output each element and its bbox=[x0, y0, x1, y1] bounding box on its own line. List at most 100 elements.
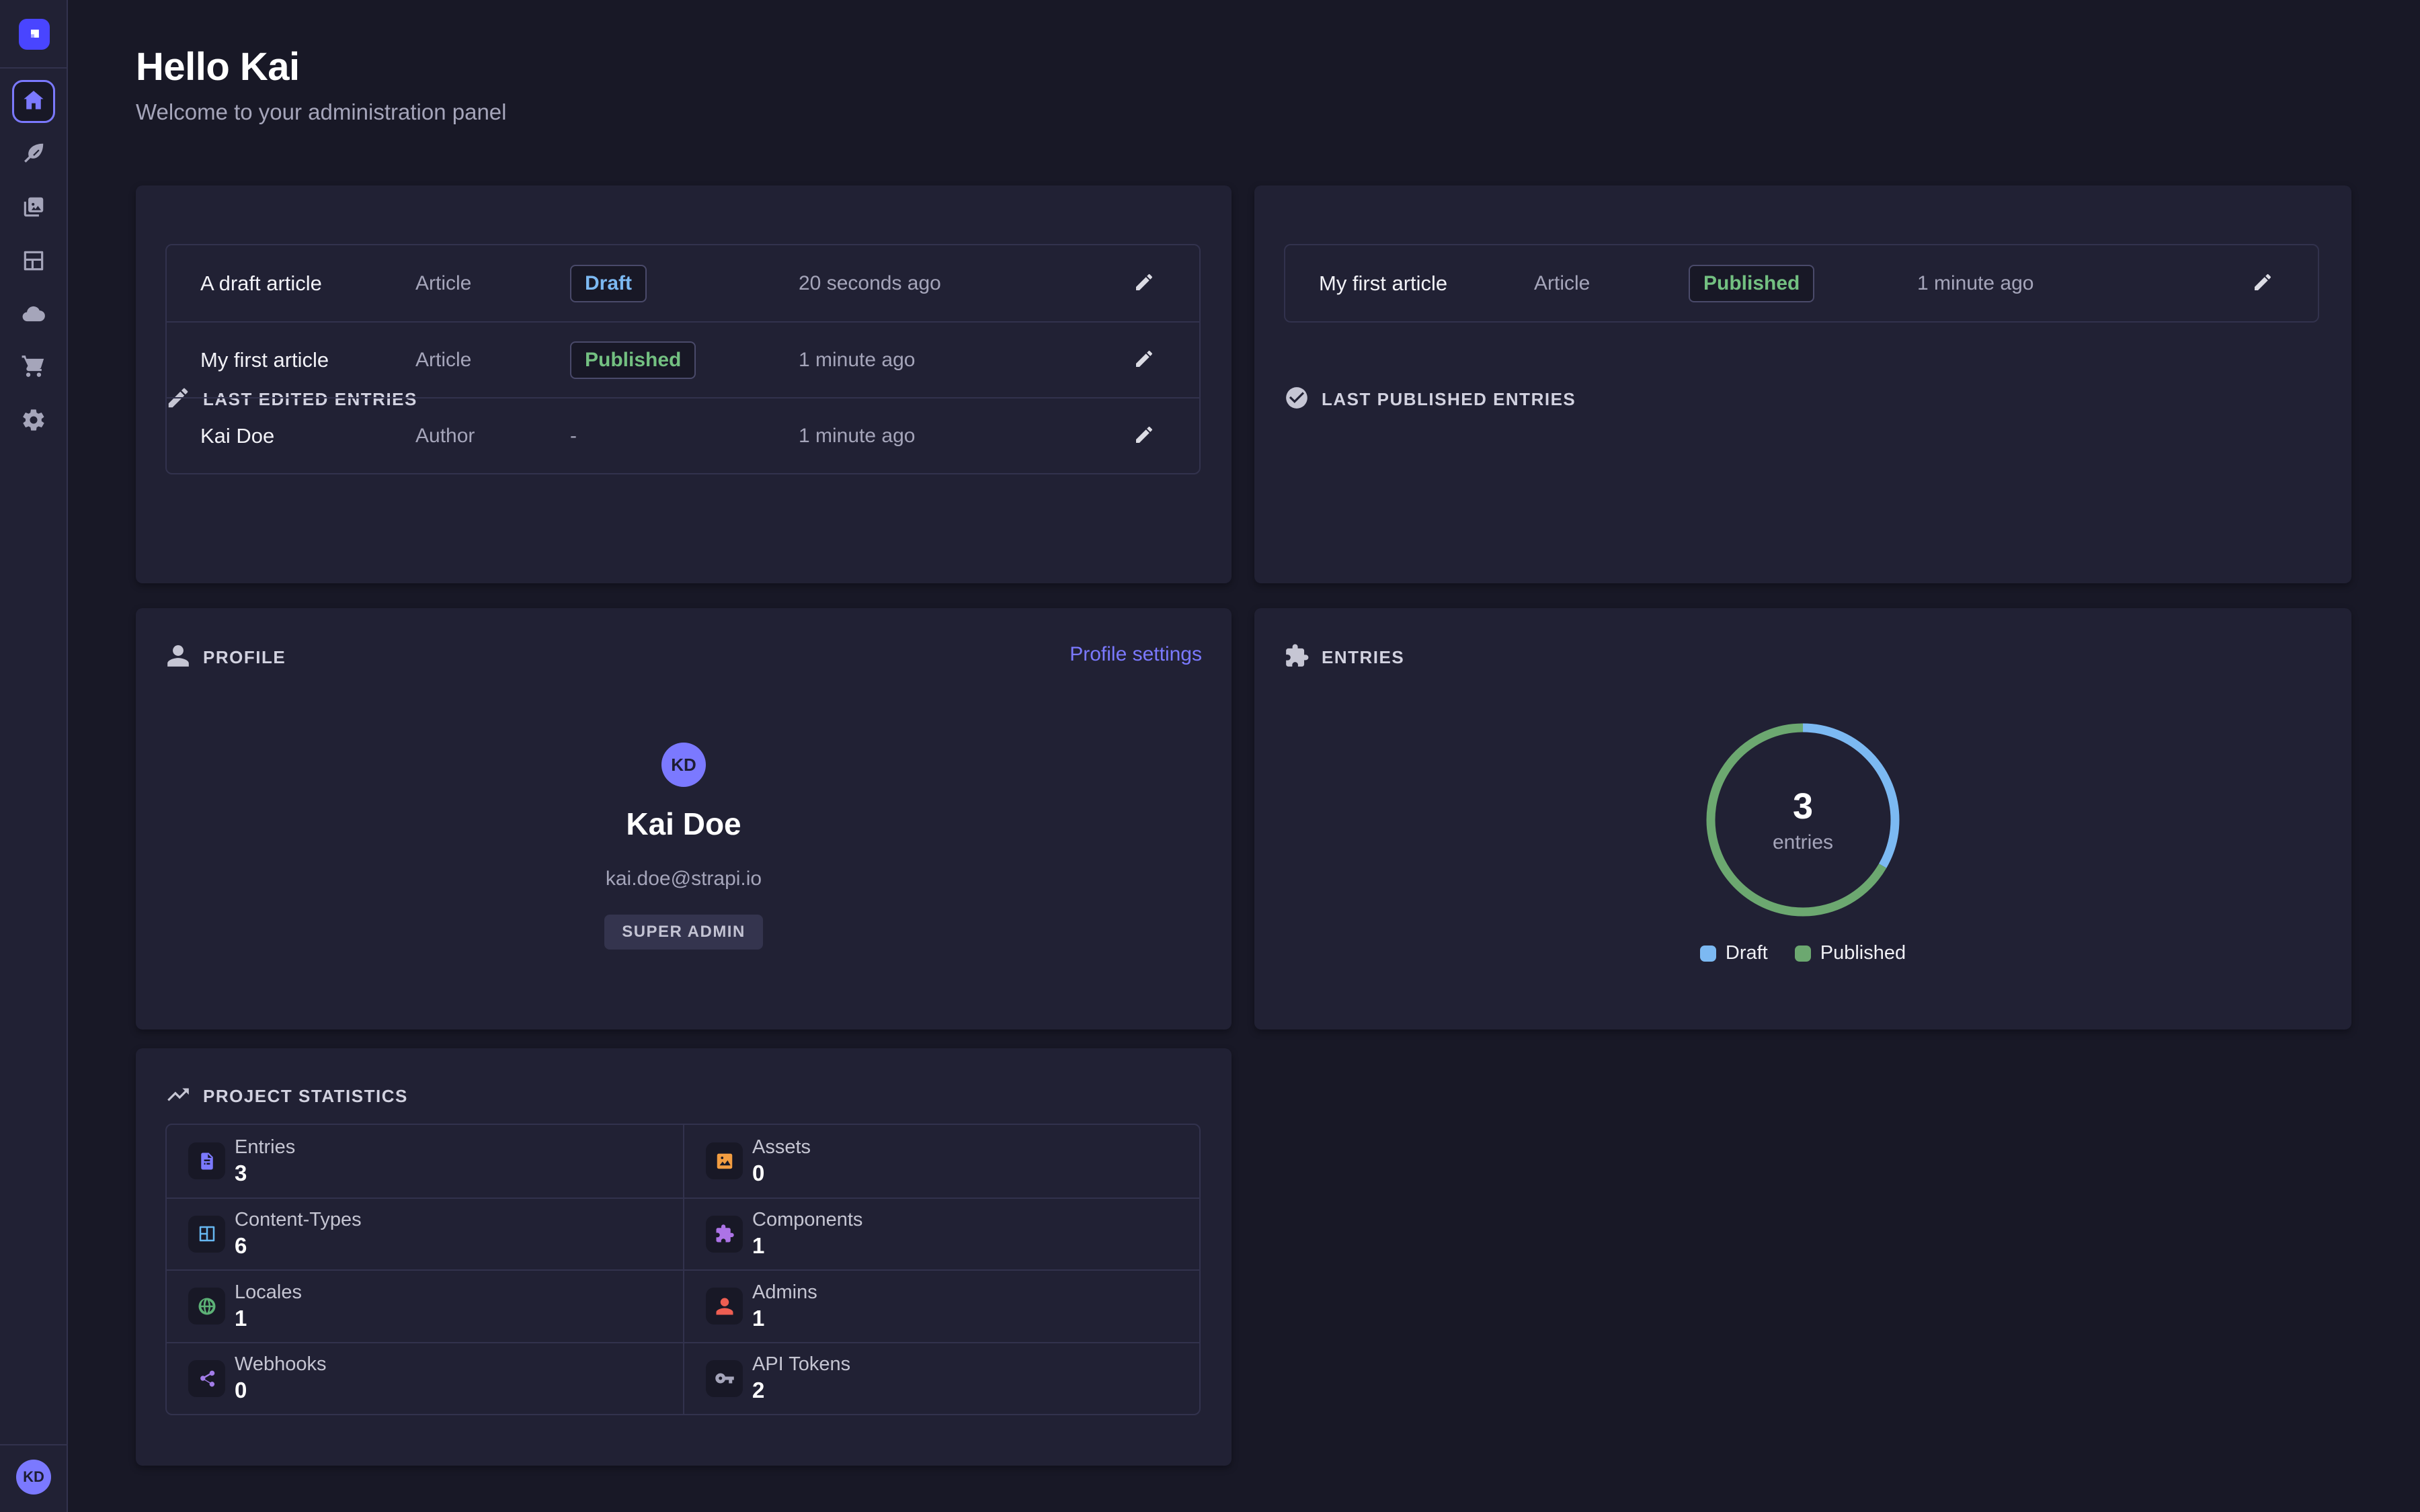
stat-label: Content-Types bbox=[235, 1209, 362, 1231]
table-row: My first article Article Published 1 min… bbox=[1285, 245, 2318, 321]
donut-center: 3 entries bbox=[1702, 719, 1904, 921]
stat-value: 3 bbox=[235, 1160, 247, 1185]
card-title: ENTRIES bbox=[1322, 647, 1405, 667]
sidebar-divider-bottom bbox=[0, 1444, 68, 1445]
sidebar-item-content-manager[interactable] bbox=[12, 133, 55, 176]
edit-entry-button[interactable] bbox=[1129, 345, 1159, 375]
stat-label: Components bbox=[752, 1209, 863, 1231]
entries-chart-card: ENTRIES 3 entries Draft Published bbox=[1254, 608, 2351, 1030]
statistics-grid: Entries 3 Assets 0 Content-Types 6 Componen… bbox=[165, 1124, 1201, 1415]
card-title: LAST PUBLISHED ENTRIES bbox=[1322, 389, 1576, 409]
stat-content-types: Content-Types 6 bbox=[167, 1197, 683, 1270]
stat-webhooks: Webhooks 0 bbox=[167, 1341, 683, 1415]
stat-value: 0 bbox=[752, 1160, 765, 1185]
stat-value: 6 bbox=[235, 1233, 247, 1259]
sidebar-item-marketplace[interactable] bbox=[12, 346, 55, 389]
page-subtitle: Welcome to your administration panel bbox=[136, 99, 507, 124]
legend-item-draft: Draft bbox=[1699, 942, 1768, 964]
stat-value: 2 bbox=[752, 1378, 765, 1403]
entry-kind: Article bbox=[415, 271, 472, 294]
sidebar-item-media-library[interactable] bbox=[12, 187, 55, 230]
entry-name: My first article bbox=[1319, 271, 1448, 295]
cloud-icon bbox=[21, 301, 46, 330]
last-published-entries-header: LAST PUBLISHED ENTRIES bbox=[1284, 385, 1576, 414]
pencil-icon bbox=[1133, 271, 1155, 295]
user-icon bbox=[165, 643, 191, 672]
edit-entry-button[interactable] bbox=[2248, 269, 2277, 298]
profile-avatar: KD bbox=[661, 743, 706, 787]
profile-body: KD Kai Doe kai.doe@strapi.io SUPER ADMIN bbox=[136, 743, 1232, 950]
sidebar-item-home[interactable] bbox=[12, 80, 55, 123]
role-badge: SUPER ADMIN bbox=[604, 915, 763, 950]
legend-label: Published bbox=[1820, 942, 1906, 964]
profile-settings-link[interactable]: Profile settings bbox=[1070, 643, 1202, 665]
last-edited-entries-table: A draft article Article Draft 20 seconds… bbox=[165, 244, 1201, 474]
entry-time: 1 minute ago bbox=[799, 424, 916, 447]
entry-kind: Article bbox=[1534, 271, 1590, 294]
gear-icon bbox=[21, 407, 46, 436]
legend-swatch-published bbox=[1794, 945, 1811, 962]
stat-label: Webhooks bbox=[235, 1353, 327, 1376]
sidebar: KD bbox=[0, 0, 68, 1512]
stat-label: API Tokens bbox=[752, 1353, 851, 1376]
table-row: Kai Doe Author - 1 minute ago bbox=[167, 397, 1199, 473]
pencil-icon bbox=[1133, 424, 1155, 448]
last-published-entries-card: LAST PUBLISHED ENTRIES My first article … bbox=[1254, 185, 2351, 583]
stat-label: Admins bbox=[752, 1281, 817, 1303]
stat-api-tokens: API Tokens 2 bbox=[683, 1341, 1199, 1414]
entry-time: 1 minute ago bbox=[1917, 271, 2034, 294]
project-statistics-card: PROJECT STATISTICS Entries 3 Assets 0 Cont… bbox=[136, 1048, 1232, 1466]
stat-assets: Assets 0 bbox=[683, 1125, 1199, 1198]
share-nodes-icon bbox=[188, 1359, 225, 1397]
stat-label: Locales bbox=[235, 1281, 302, 1303]
page-title: Hello Kai bbox=[136, 45, 300, 89]
key-icon bbox=[706, 1359, 743, 1397]
card-title: LAST EDITED ENTRIES bbox=[203, 389, 417, 409]
stat-locales: Locales 1 bbox=[167, 1269, 683, 1342]
legend-item-published: Published bbox=[1794, 942, 1906, 964]
globe-icon bbox=[188, 1288, 225, 1325]
stat-value: 1 bbox=[752, 1233, 765, 1259]
sidebar-item-deploy[interactable] bbox=[12, 294, 55, 337]
stat-value: 0 bbox=[235, 1378, 247, 1403]
edit-entry-button[interactable] bbox=[1129, 269, 1159, 298]
entry-name: My first article bbox=[200, 347, 329, 372]
status-dash: - bbox=[570, 424, 577, 447]
edit-entry-button[interactable] bbox=[1129, 421, 1159, 451]
profile-name: Kai Doe bbox=[626, 806, 741, 841]
home-icon bbox=[21, 87, 46, 116]
sidebar-item-settings[interactable] bbox=[12, 400, 55, 443]
entries-header: ENTRIES bbox=[1284, 643, 1404, 672]
images-icon bbox=[21, 194, 46, 223]
entry-kind: Author bbox=[415, 424, 475, 447]
stat-components: Components 1 bbox=[683, 1197, 1199, 1269]
donut-total: 3 bbox=[1792, 786, 1814, 827]
profile-header: PROFILE bbox=[165, 643, 286, 672]
pencil-icon bbox=[2252, 271, 2273, 295]
donut-total-label: entries bbox=[1772, 831, 1834, 853]
sidebar-item-content-type-builder[interactable] bbox=[12, 241, 55, 284]
legend-label: Draft bbox=[1725, 942, 1768, 964]
profile-email: kai.doe@strapi.io bbox=[605, 868, 762, 890]
entry-kind: Article bbox=[415, 348, 472, 371]
stat-entries: Entries 3 bbox=[167, 1125, 683, 1198]
layout-icon bbox=[21, 248, 46, 277]
trend-up-icon bbox=[165, 1082, 191, 1111]
last-published-entries-table: My first article Article Published 1 min… bbox=[1284, 244, 2319, 323]
strapi-logo-icon[interactable] bbox=[19, 19, 50, 50]
entry-time: 1 minute ago bbox=[799, 348, 916, 371]
check-circle-icon bbox=[1284, 385, 1309, 414]
status-badge: Published bbox=[1689, 264, 1815, 302]
stat-label: Entries bbox=[235, 1136, 296, 1158]
status-badge: Draft bbox=[570, 264, 647, 302]
sidebar-divider-top bbox=[0, 67, 68, 69]
sidebar-user-avatar[interactable]: KD bbox=[16, 1460, 51, 1495]
entry-name: Kai Doe bbox=[200, 423, 275, 448]
stat-value: 1 bbox=[235, 1305, 247, 1331]
table-row: My first article Article Published 1 min… bbox=[167, 321, 1199, 397]
chart-legend: Draft Published bbox=[1254, 942, 2351, 964]
puzzle-icon bbox=[706, 1215, 743, 1253]
last-edited-entries-card: LAST EDITED ENTRIES A draft article Arti… bbox=[136, 185, 1232, 583]
entry-time: 20 seconds ago bbox=[799, 271, 941, 294]
